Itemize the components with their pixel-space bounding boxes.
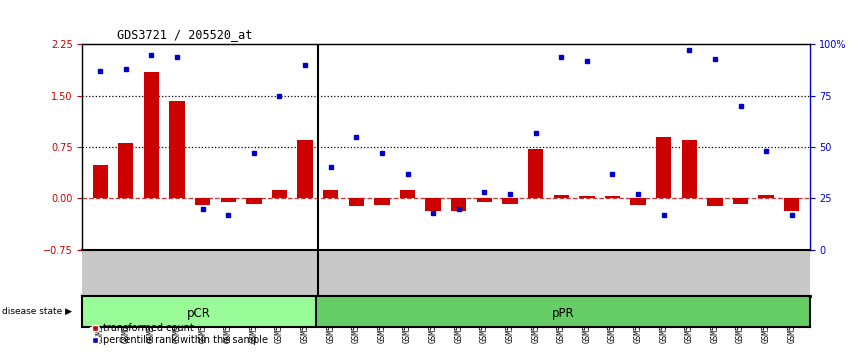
Bar bbox=[246, 198, 262, 204]
Bar bbox=[682, 140, 697, 198]
Bar bbox=[630, 198, 646, 205]
Text: GDS3721 / 205520_at: GDS3721 / 205520_at bbox=[117, 28, 252, 41]
Bar bbox=[316, 296, 810, 327]
Bar bbox=[476, 198, 492, 202]
Bar bbox=[502, 198, 518, 204]
Bar bbox=[349, 198, 364, 206]
Legend: transformed count, percentile rank within the sample: transformed count, percentile rank withi… bbox=[87, 319, 272, 349]
Bar bbox=[297, 140, 313, 198]
Bar bbox=[553, 195, 569, 198]
Bar bbox=[604, 196, 620, 198]
Text: pCR: pCR bbox=[187, 307, 211, 320]
Bar bbox=[451, 198, 467, 211]
Bar bbox=[221, 198, 236, 202]
Bar bbox=[82, 296, 316, 327]
Bar bbox=[323, 190, 339, 198]
Bar bbox=[425, 198, 441, 211]
Text: pPR: pPR bbox=[552, 307, 574, 320]
Bar bbox=[118, 143, 133, 198]
Bar bbox=[579, 196, 595, 198]
Bar bbox=[784, 198, 799, 211]
Bar bbox=[272, 190, 288, 198]
Bar bbox=[708, 198, 722, 206]
Text: disease state ▶: disease state ▶ bbox=[2, 307, 72, 316]
Bar bbox=[93, 165, 108, 198]
Bar bbox=[195, 198, 210, 205]
Bar bbox=[144, 72, 159, 198]
Bar bbox=[400, 190, 416, 198]
Bar bbox=[656, 137, 671, 198]
Bar bbox=[374, 198, 390, 205]
Bar bbox=[733, 198, 748, 204]
Bar bbox=[528, 149, 543, 198]
Bar bbox=[170, 101, 184, 198]
Bar bbox=[759, 195, 774, 198]
